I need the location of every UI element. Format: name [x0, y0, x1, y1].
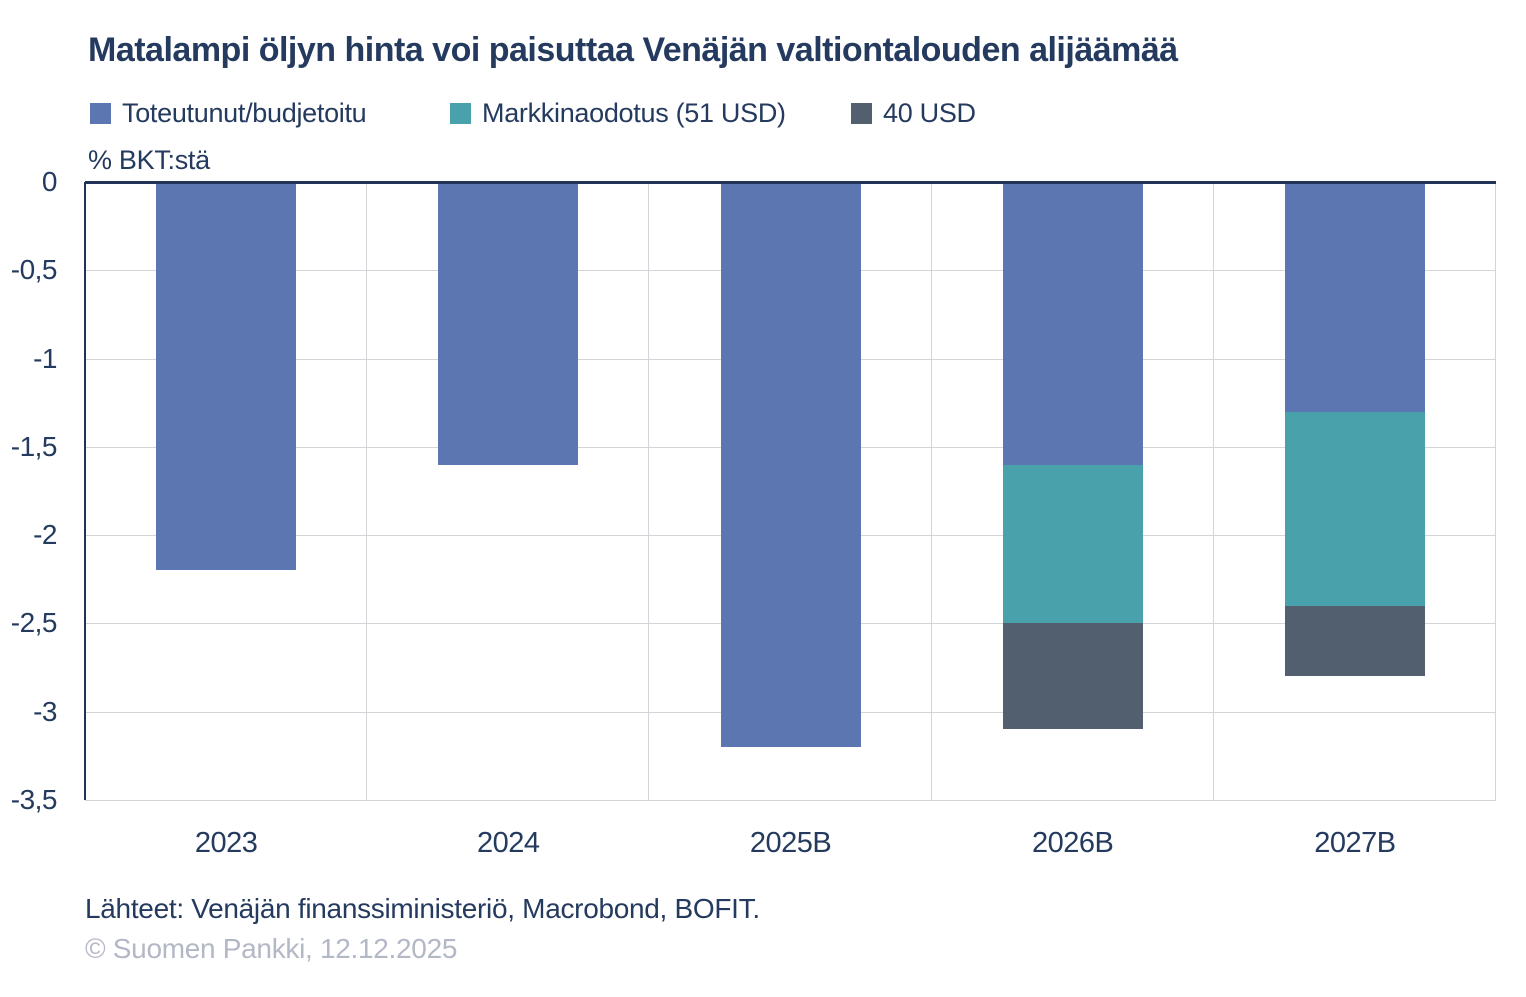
bar-2026b-seg2 — [1002, 623, 1143, 730]
y-axis-unit-label: % BKT:stä — [88, 145, 210, 175]
legend-item-40usd: 40 USD — [851, 98, 976, 129]
legend-swatch-budget — [90, 103, 111, 124]
x-axis-labels: 2023 2024 2025B 2026B 2027B — [85, 827, 1496, 867]
footer: Lähteet: Venäjän finanssiministeriö, Mac… — [85, 889, 760, 969]
y-tick-label: -3,5 — [10, 784, 58, 815]
y-axis-ticks: 0 -0,5 -1 -1,5 -2 -2,5 -3 -3,5 — [0, 166, 58, 815]
y-tick-label: -2,5 — [10, 607, 58, 639]
gridline-vertical — [1495, 182, 1496, 800]
legend-label-40usd: 40 USD — [883, 98, 976, 128]
bar-2025b-seg0 — [720, 182, 861, 748]
bar-2023-seg0 — [156, 182, 297, 571]
y-tick-label: -1 — [33, 342, 57, 374]
gridline-vertical — [1212, 182, 1214, 800]
gridline-horizontal — [85, 800, 1496, 801]
legend-label-market-expectation: Markkinaodotus (51 USD) — [482, 98, 786, 128]
x-tick-label: 2025B — [749, 827, 832, 859]
x-tick-label: 2023 — [194, 827, 258, 859]
bar-2026b-seg1 — [1002, 464, 1143, 624]
y-tick-label: -1,5 — [10, 430, 58, 462]
bar-2024-seg0 — [438, 182, 579, 465]
legend-label-budget: Toteutunut/budjetoitu — [122, 98, 367, 128]
y-tick-label: -0,5 — [10, 254, 58, 286]
bar-2027b-seg0 — [1284, 182, 1425, 412]
y-axis-line — [84, 182, 86, 800]
y-tick-label: -2 — [33, 519, 57, 551]
x-tick-label: 2024 — [477, 827, 540, 859]
gridline-vertical — [366, 182, 368, 800]
x-axis-zero-line — [85, 181, 1496, 184]
x-tick-label: 2026B — [1032, 827, 1114, 859]
gridline-vertical — [930, 182, 932, 800]
legend-swatch-market-expectation — [450, 103, 471, 124]
y-tick-label: -3 — [33, 695, 57, 727]
bar-2027b-seg1 — [1284, 411, 1425, 606]
bar-2027b-seg2 — [1284, 605, 1425, 677]
sources-text: Lähteet: Venäjän finanssiministeriö, Mac… — [85, 893, 760, 924]
legend-item-budget: Toteutunut/budjetoitu — [90, 98, 367, 129]
gridline-vertical — [648, 182, 650, 800]
chart-title: Matalampi öljyn hinta voi paisuttaa Venä… — [88, 31, 1178, 69]
copyright-text: © Suomen Pankki, 12.12.2025 — [85, 933, 458, 964]
plot-area — [84, 181, 1496, 801]
x-tick-label: 2027B — [1314, 827, 1396, 859]
y-tick-label: 0 — [41, 166, 58, 197]
legend-item-market-expectation: Markkinaodotus (51 USD) — [450, 98, 786, 129]
bar-2026b-seg0 — [1002, 182, 1143, 465]
legend-swatch-40usd — [851, 103, 872, 124]
